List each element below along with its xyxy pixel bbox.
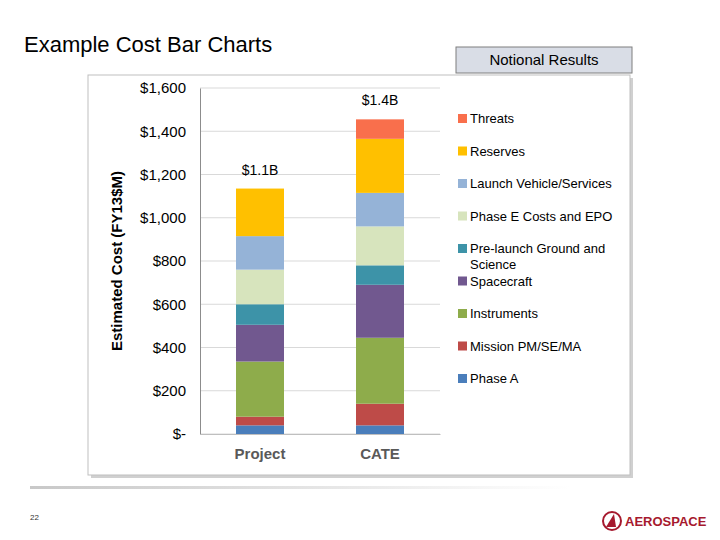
legend-swatch <box>458 114 467 123</box>
y-tick-label: $800 <box>153 252 186 269</box>
x-tick: CATE <box>360 434 400 462</box>
legend-swatch <box>458 147 467 156</box>
x-axis: Project CATE <box>201 434 441 462</box>
grid-line <box>200 88 440 89</box>
chart-frame <box>88 75 630 475</box>
legend-swatch <box>458 277 467 286</box>
legend-label: Reserves <box>470 144 525 159</box>
series <box>236 139 404 236</box>
bar-segment <box>236 304 284 325</box>
bars <box>236 119 404 434</box>
bar-segment <box>236 425 284 434</box>
annotation: $1.1B <box>242 162 279 178</box>
bar-segment <box>356 285 404 338</box>
y-tick: $600 <box>153 296 200 313</box>
bar-segment <box>356 193 404 227</box>
y-tick-label: $1,000 <box>140 209 186 226</box>
bar-segment <box>236 188 284 189</box>
x-axis-line <box>201 434 441 435</box>
logo-icon <box>603 512 621 530</box>
badge-box <box>456 47 632 73</box>
y-tick: $800 <box>153 252 200 269</box>
legend-swatch <box>458 374 467 383</box>
y-tick-label: $600 <box>153 296 186 313</box>
y-tick-label: $400 <box>153 339 186 356</box>
bar-segment <box>356 425 404 434</box>
series <box>356 119 404 138</box>
bar-segment <box>236 325 284 362</box>
y-tick-label: $1,600 <box>140 79 186 96</box>
y-axis-line <box>200 89 201 435</box>
y-tick: $- <box>173 425 200 442</box>
bar-segment <box>236 270 284 305</box>
series <box>236 425 404 434</box>
y-tick: $1,000 <box>140 209 200 226</box>
bar-segment <box>356 139 404 193</box>
bar-segment <box>236 236 284 270</box>
bar-segment <box>356 338 404 404</box>
y-tick: $200 <box>153 382 200 399</box>
bar-segment <box>356 119 404 138</box>
legend-label: Pre-launch Ground andScience <box>470 241 605 272</box>
legend-label: Phase E Costs and EPO <box>470 209 612 224</box>
y-tick: $1,200 <box>140 166 200 183</box>
legend-label: Threats <box>470 111 515 126</box>
legend-label: Mission PM/SE/MA <box>470 339 582 354</box>
logo-text: AEROSPACE <box>625 514 707 529</box>
legend-swatch <box>458 212 467 221</box>
legend-label: Phase A <box>470 371 519 386</box>
bar-segment <box>236 362 284 417</box>
annotation: $1.4B <box>362 92 399 108</box>
y-tick: $1,600 <box>140 79 200 96</box>
legend-label: Launch Vehicle/Services <box>470 176 612 191</box>
slide: Example Cost Bar Charts Notional Results $… <box>0 0 720 540</box>
bar-segment <box>356 265 404 284</box>
bar-segment <box>236 417 284 426</box>
logo-icon-mark <box>606 514 616 527</box>
y-axis-title: Estimated Cost (FY13$M) <box>108 171 125 351</box>
legend-label: Spacecraft <box>470 274 533 289</box>
grid <box>200 88 440 434</box>
bar-segment <box>356 404 404 426</box>
legend: Threats Reserves Launch Vehicle/Services Ph… <box>458 111 612 386</box>
y-tick: $400 <box>153 339 200 356</box>
y-tick-label: $- <box>173 425 186 442</box>
x-tick-label: Project <box>235 445 286 462</box>
legend-label: Instruments <box>470 306 538 321</box>
legend-swatch <box>458 309 467 318</box>
footer-rule <box>30 486 570 489</box>
legend-swatch <box>458 244 467 253</box>
badge-text: Notional Results <box>489 51 598 68</box>
series <box>236 265 404 324</box>
bar-segment <box>356 226 404 265</box>
legend-swatch <box>458 179 467 188</box>
y-tick-label: $1,200 <box>140 166 186 183</box>
x-tick: Project <box>235 434 286 462</box>
series <box>236 226 404 304</box>
x-tick-label: CATE <box>360 445 400 462</box>
slide-title: Example Cost Bar Charts <box>24 32 272 57</box>
y-axis: $- $200 $400 $600 $800 $1,000 $1,200 $1,400 $1,6… <box>140 79 200 442</box>
y-tick-label: $1,400 <box>140 123 186 140</box>
page-number: 22 <box>30 513 39 522</box>
legend-swatch <box>458 342 467 351</box>
y-tick: $1,400 <box>140 123 200 140</box>
y-tick-label: $200 <box>153 382 186 399</box>
bar-segment <box>236 189 284 237</box>
